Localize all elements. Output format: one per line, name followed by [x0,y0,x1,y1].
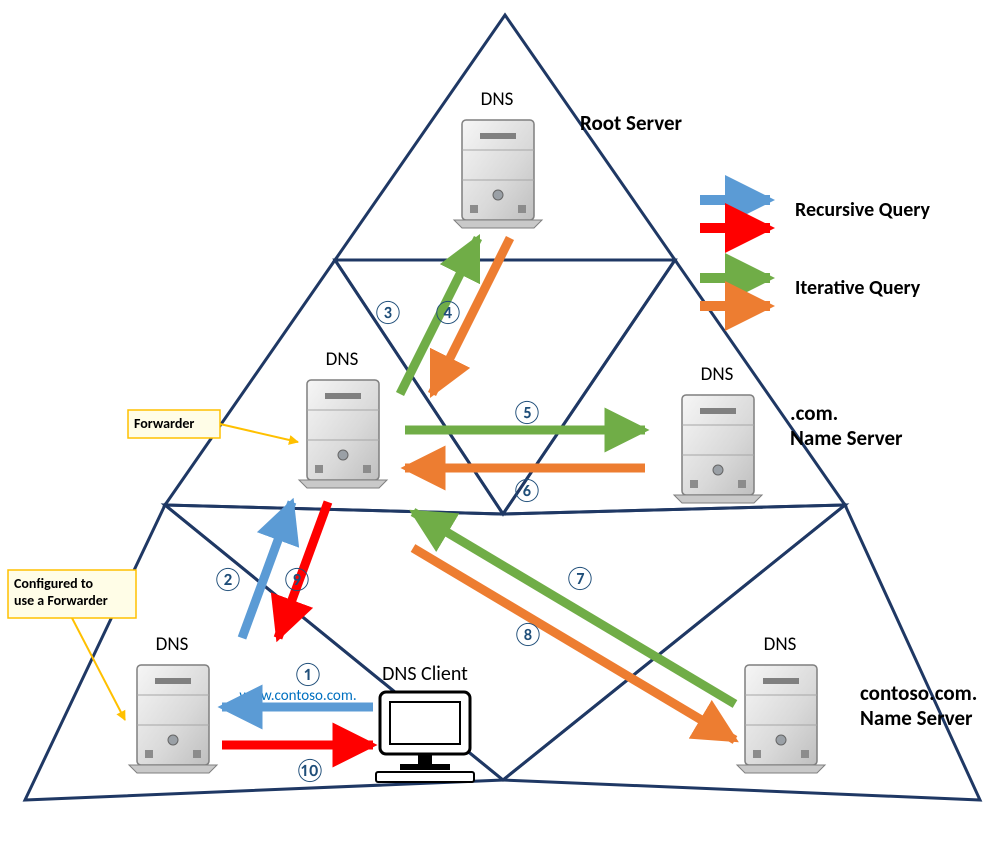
server-contoso: DNS [737,633,825,773]
forwarder-callout-text: Forwarder [134,415,194,432]
legend: Recursive Query Iterative Query [700,198,930,306]
dns-client-label: DNS Client [382,662,468,686]
step-number-step2: ② [212,565,244,594]
step-number-step7: ⑦ [564,564,596,593]
server-label-com: DNS [701,363,734,386]
step-number-step5: ⑤ [511,398,543,427]
step-number-step6: ⑥ [511,476,543,505]
configured-callout-connector [72,618,125,720]
server-side-label-contoso: contoso.com.Name Server [860,680,977,731]
server-label-root: DNS [481,88,514,111]
forwarder-callout-connector [220,424,298,442]
server-client-dns: DNS [129,633,217,773]
server-side-label-com: .com.Name Server [790,400,903,451]
step-number-step4: ④ [432,298,464,327]
query-url: www.contoso.com. [239,687,356,705]
step-number-step8: ⑧ [512,620,544,649]
triangle-mid-right [503,260,845,514]
server-forwarder: DNS [299,348,387,488]
server-label-client-dns: DNS [156,633,189,656]
dns-client: DNS Client [376,662,474,782]
step-number-step10: ⑩ [294,756,326,785]
server-com: DNS [674,363,762,503]
step-number-step1: ① [292,660,324,689]
server-side-label-root: Root Server [580,110,683,136]
legend-label: Iterative Query [795,276,921,300]
triangle-bottom-mid [165,505,845,780]
server-label-forwarder: DNS [326,348,359,371]
server-root: DNS [454,88,542,228]
legend-label: Recursive Query [795,198,930,222]
triangle-bottom-right [503,505,980,800]
server-label-contoso: DNS [764,633,797,656]
step-number-step9: ⑨ [281,565,313,594]
step-number-step3: ③ [372,298,404,327]
